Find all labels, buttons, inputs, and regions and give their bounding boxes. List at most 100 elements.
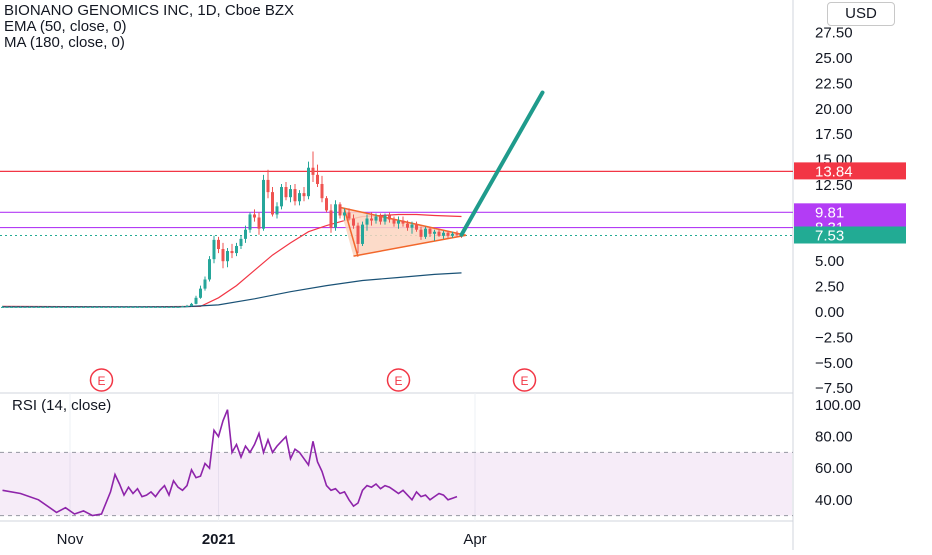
candle-body[interactable] [406,223,409,228]
candle-body[interactable] [388,215,391,220]
projection-line[interactable] [459,90,545,237]
candle-body[interactable] [284,187,288,198]
candle-body[interactable] [158,306,162,308]
candle-body[interactable] [208,259,211,280]
candle-body[interactable] [14,306,18,308]
candle-body[interactable] [176,306,180,308]
candle-body[interactable] [325,198,328,211]
candle-body[interactable] [334,204,337,228]
candle-body[interactable] [401,220,405,224]
candle-body[interactable] [361,224,364,244]
candle-body[interactable] [437,231,441,236]
rsi-legend[interactable]: RSI (14, close) [12,397,112,414]
candle-body[interactable] [253,214,256,218]
candle-body[interactable] [257,217,261,229]
candle-body[interactable] [118,306,121,308]
candle-body[interactable] [230,251,234,254]
candle-body[interactable] [86,306,90,308]
candle-body[interactable] [185,305,189,307]
candle-body[interactable] [424,228,427,237]
candle-body[interactable] [298,193,301,202]
earnings-marker[interactable] [89,368,114,392]
candle-body[interactable] [140,306,144,308]
candle-body[interactable] [262,179,265,229]
candle-body[interactable] [50,306,54,308]
candle-body[interactable] [55,306,58,308]
candle-body[interactable] [109,306,112,308]
triangle-left-edge[interactable] [343,209,359,257]
candle-body[interactable] [338,204,342,216]
candle-body[interactable] [356,225,360,244]
candle-body[interactable] [104,306,108,308]
candle-body[interactable] [397,220,400,224]
candle-body[interactable] [73,306,76,308]
candle-body[interactable] [244,229,247,239]
candle-body[interactable] [343,212,346,216]
candle-body[interactable] [370,218,373,221]
triangle-lower-edge[interactable] [353,234,467,257]
candle-body[interactable] [235,245,238,254]
candle-body[interactable] [410,224,414,228]
candle-body[interactable] [122,306,126,308]
candle-body[interactable] [316,174,319,184]
candle-body[interactable] [280,187,283,207]
candle-body[interactable] [136,306,139,308]
candle-body[interactable] [275,206,279,215]
candle-body[interactable] [415,224,418,230]
candle-body[interactable] [221,249,225,262]
ema-50-line[interactable] [2,213,462,308]
candle-body[interactable] [203,279,207,289]
candle-body[interactable] [167,306,171,308]
candle-body[interactable] [302,193,306,197]
candle-body[interactable] [91,306,94,308]
candle-body[interactable] [77,306,81,308]
candle-body[interactable] [433,231,436,234]
candle-body[interactable] [347,212,351,219]
ema-legend[interactable]: EMA (50, close, 0) [4,18,127,35]
candle-body[interactable] [1,306,4,308]
candle-body[interactable] [145,306,148,308]
candle-body[interactable] [392,219,396,224]
candle-body[interactable] [428,228,432,234]
candle-body[interactable] [271,192,274,215]
candle-body[interactable] [194,297,198,304]
candle-body[interactable] [95,306,99,308]
candle-body[interactable] [100,306,103,308]
ma-180-line[interactable] [2,272,462,308]
candle-body[interactable] [41,306,45,308]
candle-body[interactable] [181,306,184,308]
candle-body[interactable] [172,306,175,308]
candle-body[interactable] [266,179,270,193]
candle-body[interactable] [163,306,166,308]
rsi-line[interactable] [2,409,458,517]
candle-body[interactable] [82,306,85,308]
candle-body[interactable] [226,251,229,262]
candle-body[interactable] [23,306,27,308]
candle-body[interactable] [311,167,315,175]
candle-body[interactable] [352,218,355,226]
currency-button[interactable]: USD [827,2,895,26]
earnings-marker[interactable] [386,368,411,392]
candle-body[interactable] [199,288,202,298]
candle-body[interactable] [131,306,135,308]
candle-body[interactable] [127,306,130,308]
candle-body[interactable] [46,306,49,308]
candle-body[interactable] [379,216,382,222]
candle-body[interactable] [320,183,324,199]
candle-body[interactable] [307,167,310,197]
candle-body[interactable] [10,306,13,308]
candle-body[interactable] [5,306,9,308]
candle-body[interactable] [239,238,243,246]
candle-body[interactable] [248,214,252,230]
candle-body[interactable] [19,306,22,308]
candle-body[interactable] [383,215,387,222]
candle-body[interactable] [365,218,369,225]
candle-body[interactable] [212,239,216,260]
candle-body[interactable] [289,189,292,198]
candle-body[interactable] [64,306,67,308]
candle-body[interactable] [442,232,445,236]
candle-body[interactable] [37,306,40,308]
candle-body[interactable] [32,306,36,308]
candle-body[interactable] [451,233,454,236]
